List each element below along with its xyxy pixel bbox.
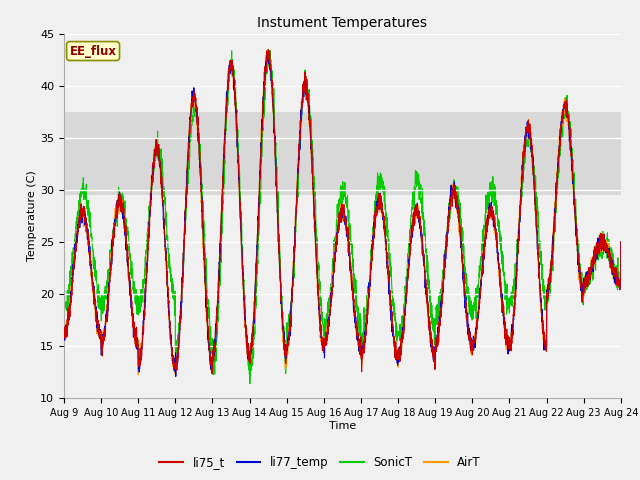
AirT (60, 337, 68, 343)
Title: Instument Temperatures: Instument Temperatures (257, 16, 428, 30)
AirT (264, 47, 272, 52)
li77_temp (606, 258, 614, 264)
Line: AirT: AirT (64, 49, 621, 375)
AirT (157, 171, 164, 177)
Text: EE_flux: EE_flux (70, 45, 116, 58)
li75_t (157, 172, 164, 178)
Line: li77_temp: li77_temp (64, 51, 621, 376)
li77_temp (298, 104, 306, 110)
SonicT (264, 47, 271, 52)
AirT (298, 97, 306, 103)
SonicT (157, 147, 164, 153)
AirT (134, 372, 142, 378)
li77_temp (172, 373, 180, 379)
li77_temp (547, 274, 554, 280)
SonicT (60, 311, 68, 316)
li77_temp (124, 255, 131, 261)
li77_temp (265, 48, 273, 54)
SonicT (274, 206, 282, 212)
AirT (617, 239, 625, 245)
li75_t (208, 371, 216, 376)
li77_temp (60, 324, 68, 330)
li75_t (124, 256, 131, 262)
li75_t (264, 47, 272, 52)
SonicT (246, 381, 253, 386)
AirT (547, 276, 554, 282)
SonicT (617, 239, 625, 245)
Line: li75_t: li75_t (64, 49, 621, 373)
Y-axis label: Temperature (C): Temperature (C) (28, 170, 37, 262)
li75_t (60, 334, 68, 339)
SonicT (298, 105, 306, 111)
li77_temp (274, 222, 282, 228)
AirT (124, 263, 131, 269)
X-axis label: Time: Time (329, 421, 356, 431)
AirT (274, 223, 282, 229)
SonicT (547, 287, 554, 293)
li75_t (606, 265, 614, 271)
li75_t (298, 102, 306, 108)
li77_temp (617, 239, 625, 245)
Line: SonicT: SonicT (64, 49, 621, 384)
li75_t (617, 239, 625, 245)
Legend: li75_t, li77_temp, SonicT, AirT: li75_t, li77_temp, SonicT, AirT (155, 452, 485, 474)
AirT (606, 257, 614, 263)
li75_t (547, 278, 554, 284)
SonicT (606, 254, 614, 260)
SonicT (124, 226, 131, 232)
li75_t (274, 213, 282, 218)
li77_temp (157, 159, 164, 165)
Bar (64, 112, 621, 195)
